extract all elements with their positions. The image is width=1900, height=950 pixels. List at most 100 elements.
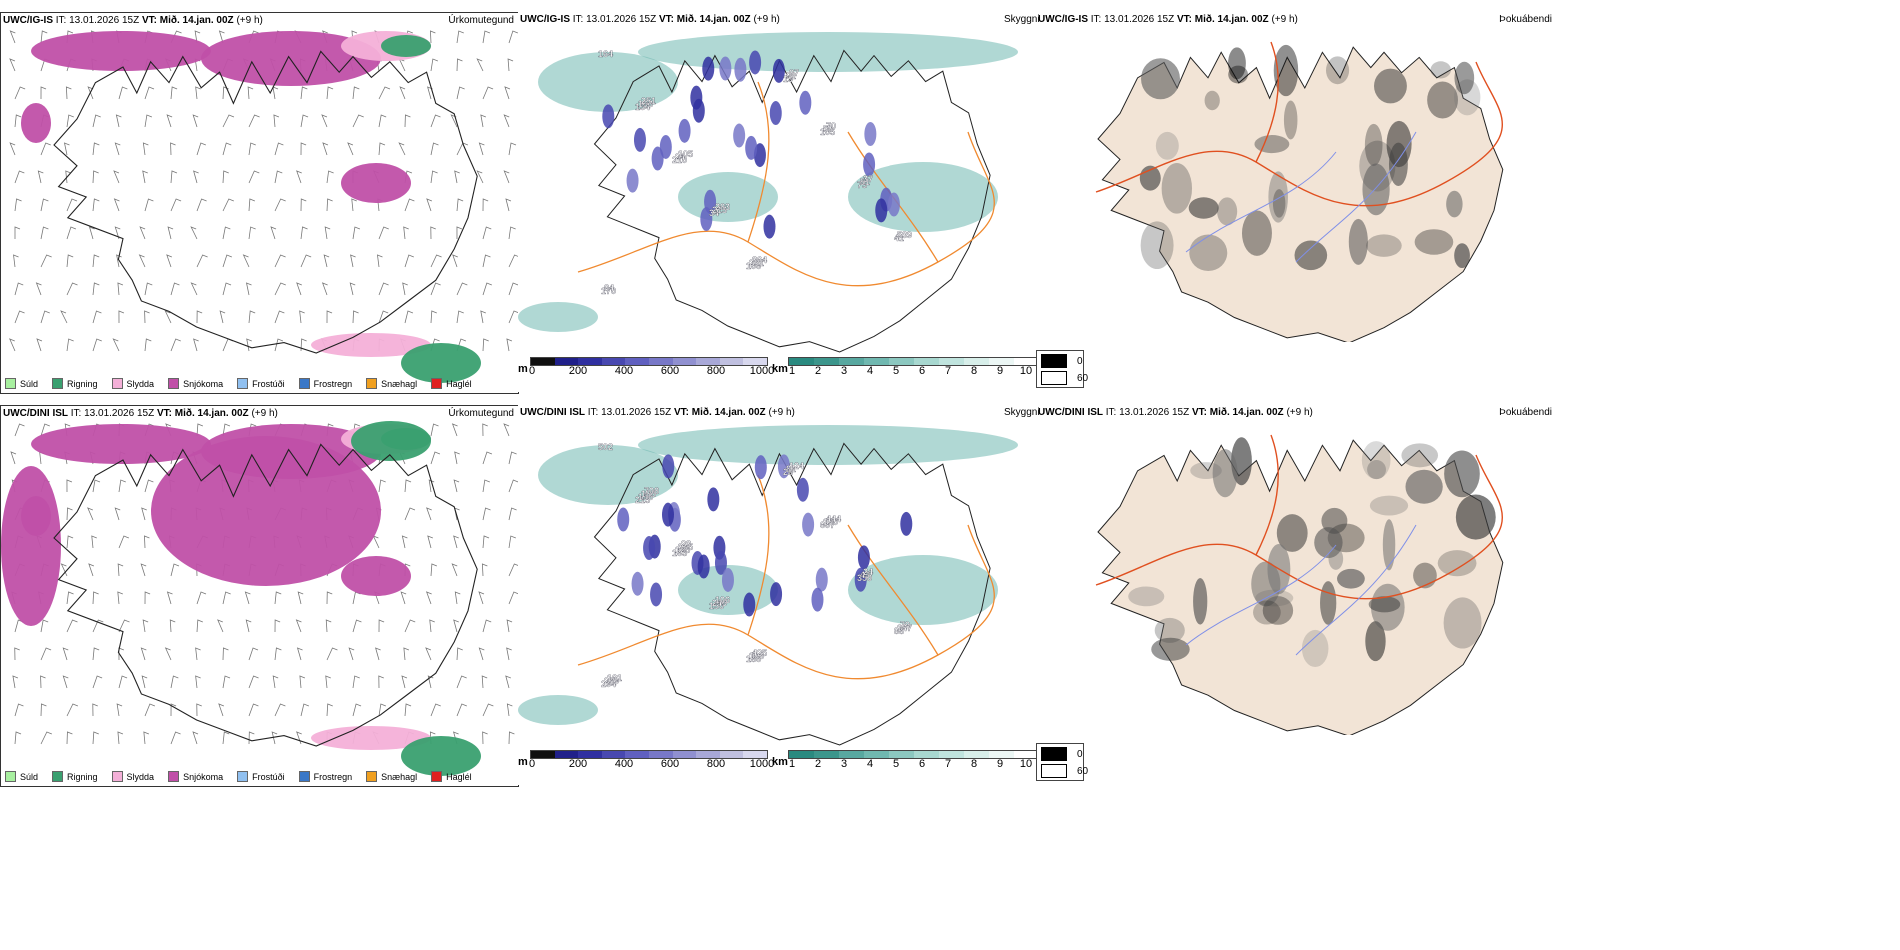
wind-barb xyxy=(144,86,155,100)
snow-bar-segment xyxy=(719,358,744,365)
wind-barb xyxy=(426,198,433,212)
snow-depth-label: 58 xyxy=(823,124,833,134)
wind-barb xyxy=(218,30,225,44)
wind-barb xyxy=(66,254,74,268)
wind-barb xyxy=(300,142,307,156)
wind-barb xyxy=(429,30,436,44)
snow-depth-label: 91 xyxy=(786,71,796,81)
wind-barb xyxy=(118,86,128,100)
precip-area xyxy=(1,466,61,626)
wind-barb xyxy=(508,591,518,605)
snow-depth-label: 106 xyxy=(715,595,730,605)
coastline xyxy=(593,49,991,353)
wind-barb xyxy=(222,254,232,268)
snow-depth-label: 19 xyxy=(783,74,793,84)
wind-barb xyxy=(217,619,224,633)
wind-barb xyxy=(274,282,286,296)
snow-depth-label: 165 xyxy=(672,548,687,558)
wind-barb xyxy=(222,731,230,745)
legend-snaehagl: Snæhagl xyxy=(366,771,417,782)
precip-type-panel: UWC/DINI ISL IT: 13.01.2026 15Z VT: Mið.… xyxy=(0,405,519,787)
snow-patch xyxy=(772,58,785,83)
snow-depth-label: 130 xyxy=(823,517,838,527)
wind-barb xyxy=(222,647,229,661)
snow-patch xyxy=(864,121,877,146)
snow-depth-label: 708 xyxy=(644,486,659,496)
fog-shading xyxy=(1454,61,1475,95)
precip-area xyxy=(311,726,431,750)
wind-barb xyxy=(40,423,50,437)
snow-patch xyxy=(799,90,812,115)
cloud-bar-segment xyxy=(789,358,814,365)
wind-barb xyxy=(66,731,73,745)
road-network xyxy=(577,474,995,680)
snow-depth-label: 444 xyxy=(826,514,841,524)
wind-barb xyxy=(372,535,380,549)
wind-barb xyxy=(404,619,416,633)
wind-barb xyxy=(40,142,51,156)
wind-barb xyxy=(482,731,488,745)
wind-barb xyxy=(87,86,94,100)
fog-shading xyxy=(1268,171,1288,223)
wind-barb xyxy=(378,142,386,156)
wind-barb xyxy=(92,282,100,296)
wind-barb xyxy=(430,254,442,268)
snow-depth-label: 210 xyxy=(672,155,687,165)
cloud-area xyxy=(518,302,598,332)
fog-shading xyxy=(1228,65,1248,84)
snow-depth-label: 105 xyxy=(678,149,693,159)
wind-barb xyxy=(12,675,19,689)
precip-area xyxy=(351,421,431,461)
panel-header: UWC/DINI ISL IT: 13.01.2026 15Z VT: Mið.… xyxy=(520,407,795,418)
wind-barb xyxy=(456,675,467,689)
wind-barb xyxy=(503,114,510,128)
wind-barb xyxy=(348,647,355,661)
wind-barb xyxy=(60,310,68,324)
wind-barb xyxy=(326,170,334,184)
precip-area xyxy=(21,103,51,143)
river-network xyxy=(1185,131,1417,263)
fog-legend: 0 60 xyxy=(1036,350,1088,388)
wind-barb xyxy=(248,198,256,212)
snow-bar-segment xyxy=(601,358,626,365)
snow-bar-segment xyxy=(625,358,649,365)
snow-depth-label: 215 xyxy=(635,495,650,505)
fog-shading xyxy=(1427,81,1458,119)
fog-shading xyxy=(1369,495,1409,516)
wind-barb xyxy=(245,282,252,296)
snow-patch xyxy=(697,554,710,579)
legend-snjokoma: Snjókoma xyxy=(168,771,223,782)
wind-barb xyxy=(222,198,234,212)
fog-shading xyxy=(1189,234,1228,272)
precip-area xyxy=(311,333,431,357)
cloud-bar-segment xyxy=(989,358,1014,365)
precip-area xyxy=(401,343,481,383)
wind-barb xyxy=(40,703,47,717)
wind-barb xyxy=(481,563,488,577)
wind-barb xyxy=(378,86,391,100)
wind-barb xyxy=(142,142,149,156)
fog-shading xyxy=(1362,163,1390,216)
wind-barb xyxy=(322,142,329,156)
snow-depth-label: 193 xyxy=(638,99,653,109)
cloud-bar-segment xyxy=(889,751,914,758)
wind-barb xyxy=(480,310,486,324)
fog-shading xyxy=(1204,90,1220,111)
wind-barb xyxy=(352,591,361,605)
wind-barb xyxy=(62,647,69,661)
wind-barb xyxy=(248,114,260,128)
cloud-bar-segment xyxy=(864,751,889,758)
snow-patch xyxy=(700,207,713,232)
wind-barb xyxy=(456,703,467,717)
wind-barb xyxy=(164,310,172,324)
precip-area xyxy=(381,35,431,57)
snow-bar-segment xyxy=(578,751,602,758)
snow-patch xyxy=(650,582,663,607)
wind-barb xyxy=(324,226,331,240)
wind-barb xyxy=(398,58,406,72)
wind-barb xyxy=(352,226,361,240)
snow-bar-segment xyxy=(672,751,697,758)
snow-depth-label: 147 xyxy=(897,623,912,633)
wind-barb xyxy=(14,282,24,296)
fog-shading xyxy=(1161,162,1193,214)
